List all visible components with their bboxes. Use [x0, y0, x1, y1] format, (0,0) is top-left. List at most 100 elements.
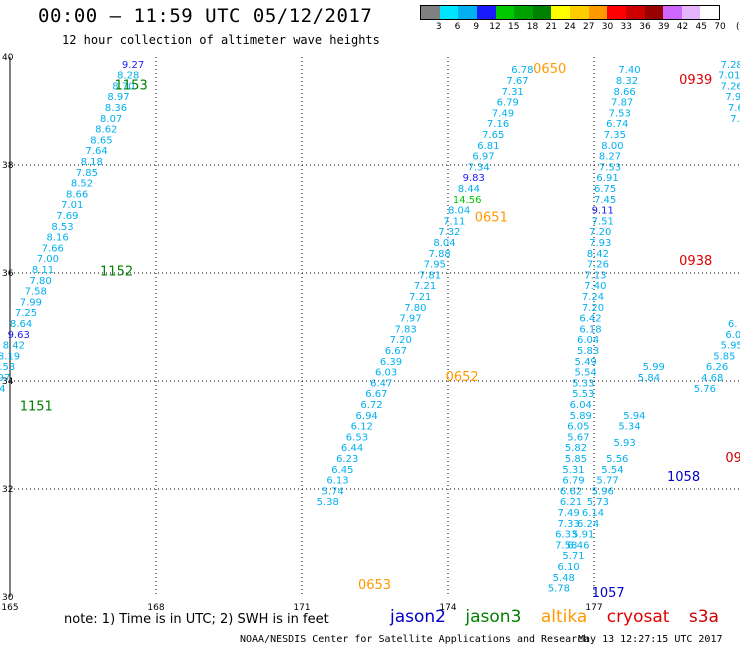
wave-height-value: 7.21	[414, 281, 436, 292]
pass-time-label: 0939	[679, 73, 712, 88]
lat-tick-label: 30	[2, 593, 14, 603]
color-swatch	[551, 6, 570, 19]
color-swatch	[700, 6, 719, 19]
wave-height-value: 7.26	[721, 81, 740, 92]
wave-height-value: 7.01	[718, 71, 740, 82]
wave-height-value: 6.24	[0, 384, 5, 395]
generation-timestamp: May 13 12:27:15 UTC 2017	[578, 634, 723, 645]
wave-height-value: 5.82	[565, 443, 587, 454]
wave-height-value: 5.71	[562, 551, 584, 562]
color-scale-label: 39	[658, 22, 670, 32]
pass-time-label: 0650	[533, 62, 566, 77]
pass-time-label: 1153	[115, 78, 148, 93]
wave-height-value: 6.97	[472, 152, 494, 163]
color-scale-label: (ft)	[735, 22, 740, 32]
wave-height-value: 6.46	[567, 540, 589, 551]
wave-height-value: 5.48	[553, 573, 575, 584]
wave-height-value: 8.64	[10, 319, 32, 330]
wave-height-value: 7.16	[487, 119, 509, 130]
color-swatch	[532, 6, 552, 19]
satellite-legend: jason2 jason3 altika cryosat s3a	[390, 607, 733, 627]
color-scale-label: 24	[564, 22, 576, 32]
legend-jason2: jason2	[390, 607, 446, 627]
color-scale-label: 27	[583, 22, 595, 32]
wave-height-value: 8.42	[3, 341, 25, 352]
lat-tick-label: 38	[2, 161, 14, 171]
wave-height-value: 7.69	[56, 211, 78, 222]
color-scale-label: 42	[676, 22, 689, 32]
wave-height-value: 7.21	[409, 292, 431, 303]
wave-height-value: 5.74	[321, 486, 343, 497]
wave-height-value: 7.80	[29, 276, 51, 287]
wave-height-value: 6.78	[511, 65, 533, 76]
wave-height-value: 8.00	[601, 141, 623, 152]
wave-height-value: 7.53	[609, 108, 631, 119]
legend-altika: altika	[540, 607, 588, 627]
wave-height-value: 6.54	[0, 395, 1, 406]
pass-time-label: 0652	[446, 370, 479, 385]
wave-height-value: 7.35	[604, 130, 626, 141]
color-swatch	[439, 6, 459, 19]
wave-height-value: 7.11	[443, 216, 465, 227]
legend-s3a: s3a	[688, 607, 719, 627]
wave-height-value: 5.49	[575, 357, 597, 368]
pass-time-label: 1057	[592, 586, 625, 601]
wave-height-value: 5.97	[0, 373, 10, 384]
lon-tick-label: 168	[147, 603, 164, 613]
wave-height-value: 7.49	[558, 508, 580, 519]
color-swatch	[458, 6, 477, 19]
footer-note: note: 1) Time is in UTC; 2) SWH is in fe…	[64, 612, 329, 627]
wave-height-value: 6.	[728, 319, 738, 330]
wave-height-value: 8.65	[90, 135, 112, 146]
wave-height-value: 7.88	[429, 249, 451, 260]
wave-height-value: 6.45	[331, 465, 353, 476]
wave-height-value: 7.58	[555, 540, 577, 551]
wave-height-value: 6.67	[385, 346, 407, 357]
wave-height-value: 8.19	[0, 351, 20, 362]
wave-height-value: 5.38	[317, 497, 339, 508]
pass-time-label: 1058	[667, 470, 700, 485]
wave-height-value: 7.32	[438, 227, 460, 238]
wave-height-value: 7.25	[15, 308, 37, 319]
wave-height-value: 7.40	[618, 65, 640, 76]
wave-height-value: 6.42	[579, 314, 601, 325]
wave-height-value: 8.18	[81, 157, 103, 168]
wave-height-value: 5.91	[572, 530, 594, 541]
wave-height-value: 7.31	[502, 87, 524, 98]
wave-height-value: 7.95	[424, 260, 446, 271]
wave-height-value: 7.26	[587, 260, 609, 271]
wave-height-value: 6.79	[562, 476, 584, 487]
wave-height-value: 7.81	[419, 270, 441, 281]
wave-height-value: 4.68	[701, 373, 723, 384]
wave-height-value: 7.53	[0, 362, 15, 373]
color-swatch	[607, 6, 626, 19]
wave-height-value: 6.13	[326, 476, 348, 487]
wave-height-value: 5.85	[565, 454, 587, 465]
wave-height-value: 5.34	[618, 422, 640, 433]
color-scale-label: 21	[545, 22, 557, 32]
wave-height-value: 5.84	[638, 373, 660, 384]
color-scale-label: 30	[601, 22, 614, 32]
wave-height-value: 8.62	[95, 125, 117, 136]
wave-height-value: 5.73	[587, 497, 609, 508]
wave-height-value: 8.44	[458, 184, 480, 195]
wave-height-value: 8.53	[51, 222, 73, 233]
wave-height-value: 6.33	[555, 530, 577, 541]
wave-height-value: 6.44	[341, 443, 363, 454]
wave-height-value: 5.94	[623, 411, 645, 422]
wave-height-value: 5.85	[713, 351, 735, 362]
wave-height-value: 7.93	[589, 238, 611, 249]
page-title: 00:00 – 11:59 UTC 05/12/2017	[38, 5, 373, 27]
lon-tick-label: 165	[1, 603, 18, 613]
pass-time-label: 093	[725, 451, 740, 466]
wave-height-value: 14.56	[453, 195, 482, 206]
wave-height-value: 6.04	[577, 335, 599, 346]
color-swatch	[588, 6, 608, 19]
pass-time-label: 0938	[679, 254, 712, 269]
wave-height-value: 7.33	[558, 519, 580, 530]
wave-height-value: 6.53	[346, 432, 368, 443]
wave-height-value: 5.31	[562, 465, 584, 476]
wave-height-value: 8.66	[613, 87, 635, 98]
wave-height-value: 8.32	[616, 76, 638, 87]
